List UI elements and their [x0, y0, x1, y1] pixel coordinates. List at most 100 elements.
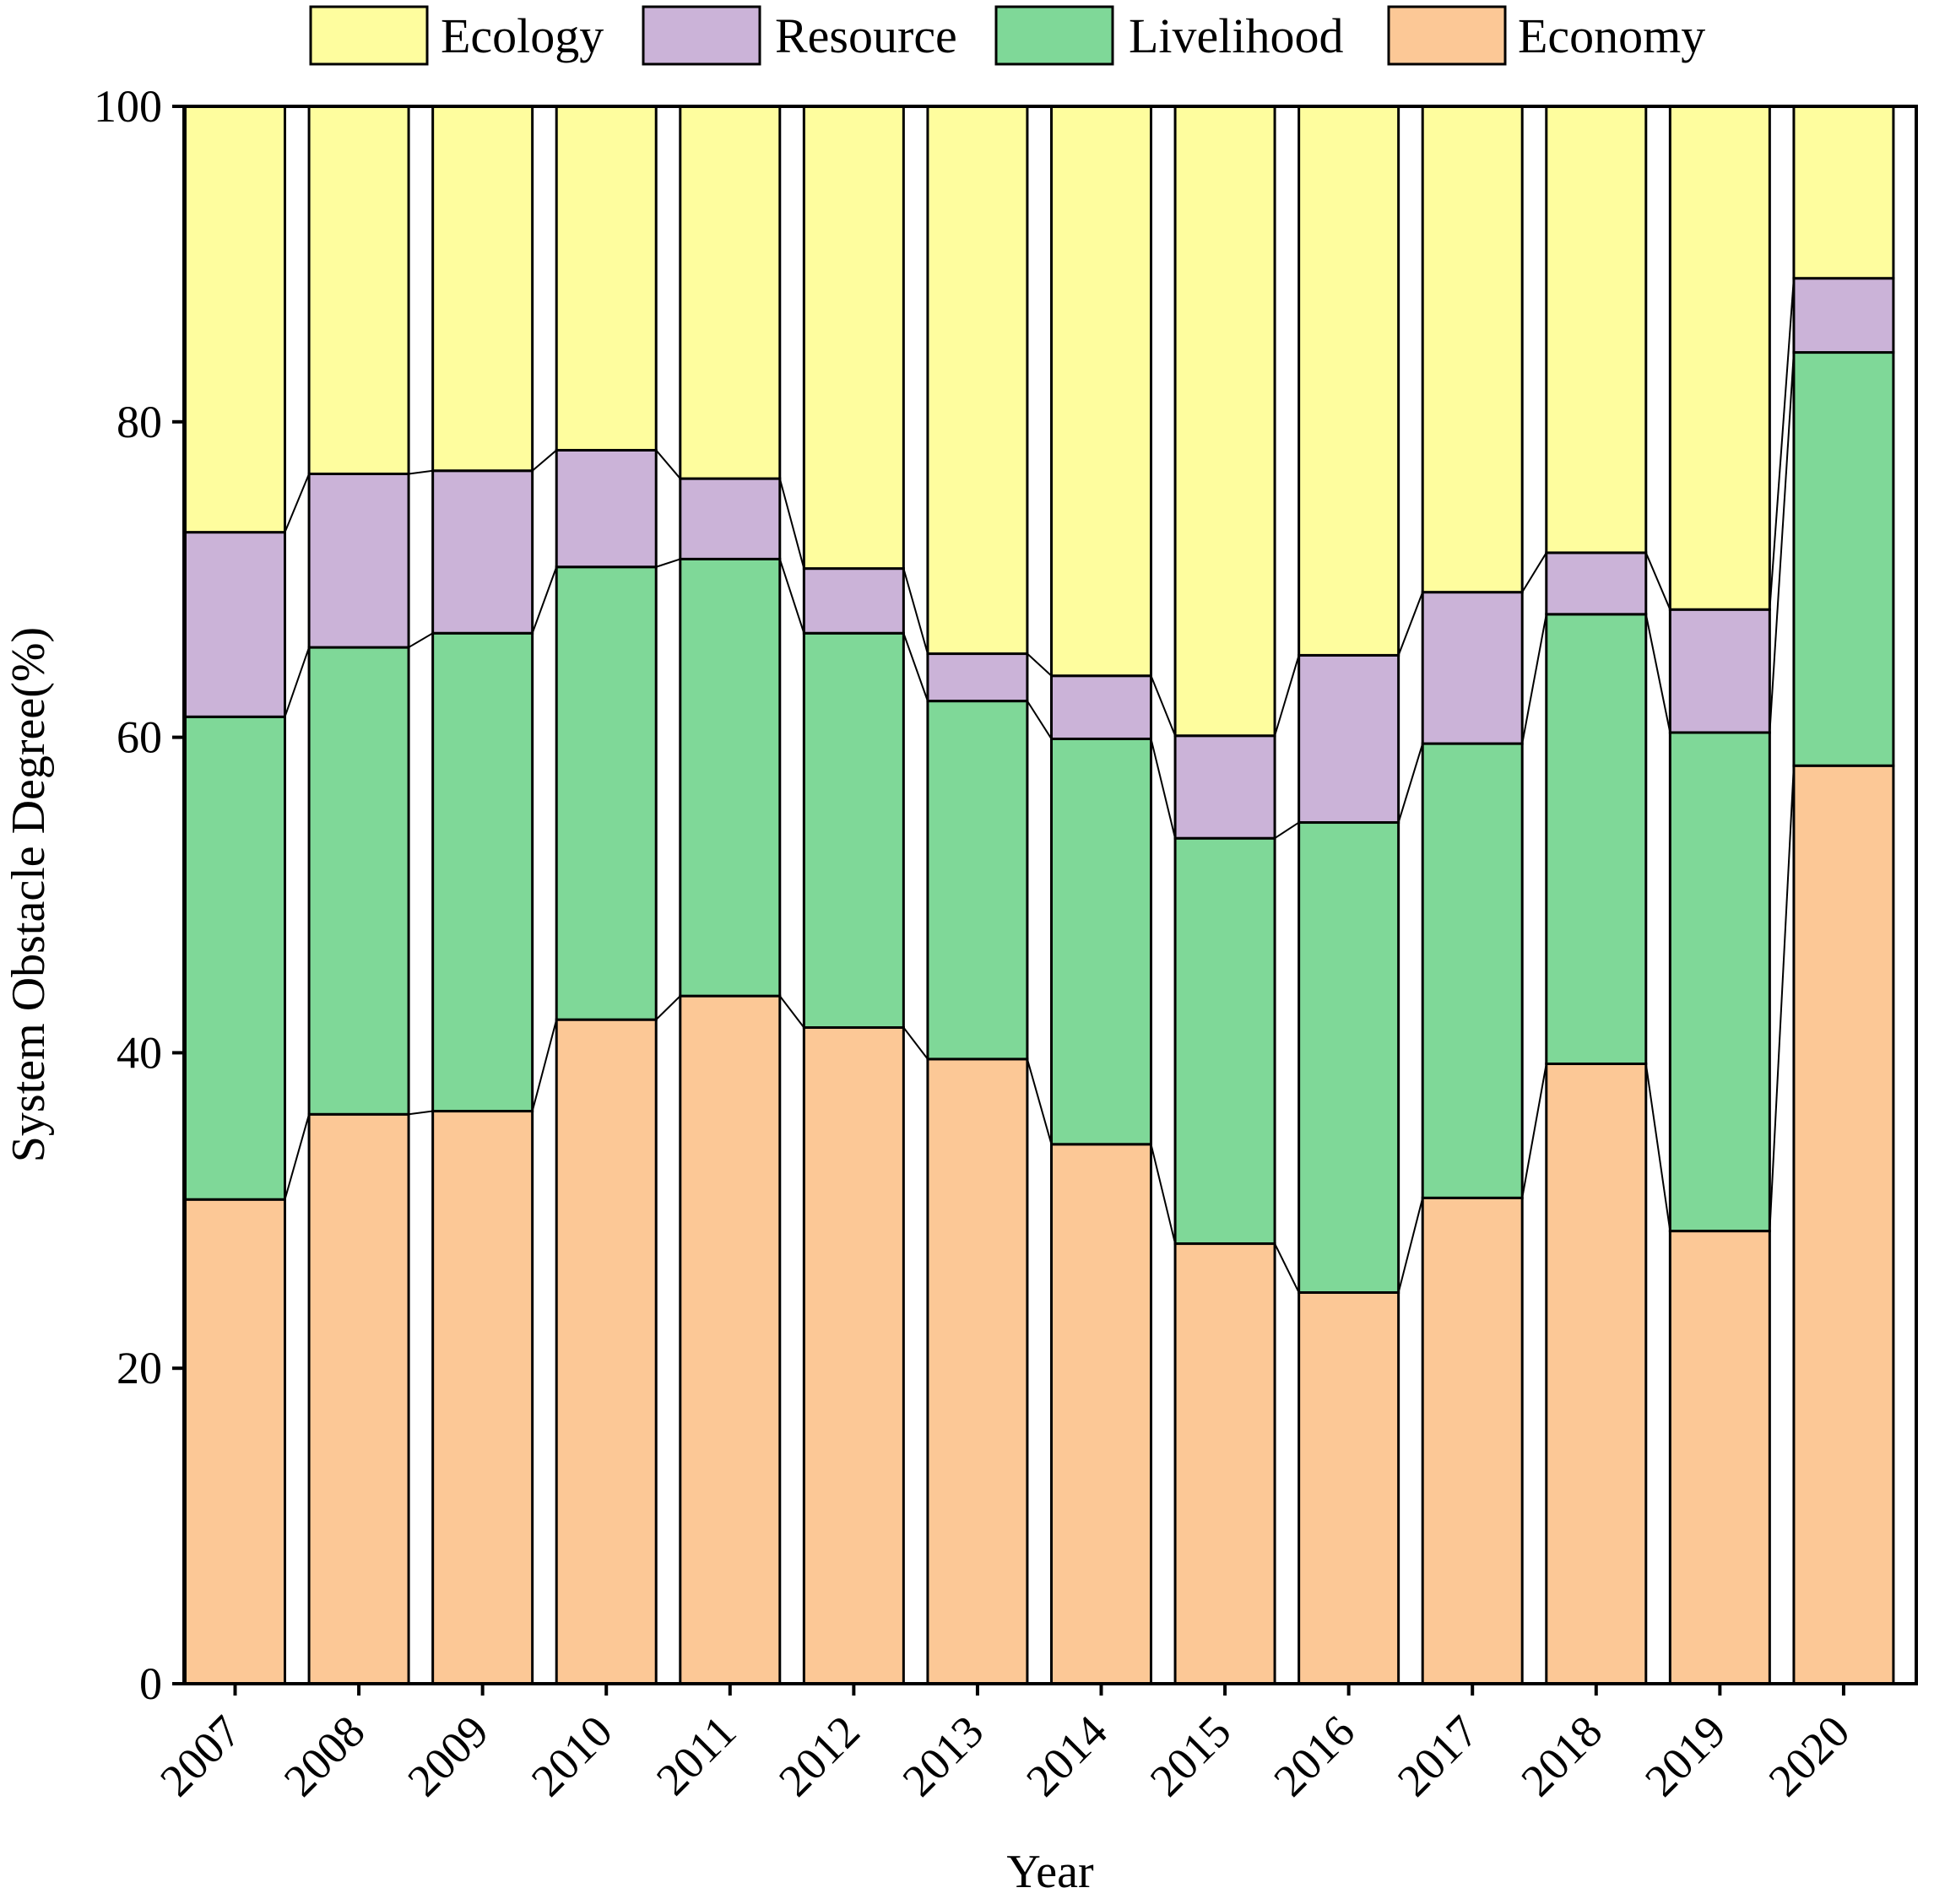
bar-ecology-2013 [926, 105, 1029, 656]
bar-ecology-2017 [1421, 105, 1524, 594]
y-tick-label-80: 80 [116, 397, 162, 447]
connector-livelihood-2013-2014 [1027, 700, 1053, 740]
y-tick-label-60: 60 [116, 712, 162, 763]
connector-livelihood-2012-2013 [902, 632, 929, 701]
bar-resource-2007 [184, 531, 286, 718]
bar-economy-2011 [679, 994, 782, 1685]
bar-economy-2014 [1050, 1143, 1152, 1685]
connector-resource-2007-2008 [284, 473, 310, 533]
bar-livelihood-2007 [184, 715, 286, 1201]
legend: Ecology Resource Livelihood Economy [309, 5, 1705, 66]
connector-economy-2010-2011 [655, 995, 681, 1020]
plot-frame [182, 105, 1918, 1685]
bar-economy-2020 [1792, 764, 1895, 1685]
connector-economy-2017-2018 [1521, 1063, 1547, 1198]
bar-resource-2019 [1668, 608, 1771, 734]
legend-swatch-economy [1387, 5, 1507, 66]
bar-resource-2009 [431, 469, 534, 635]
connector-livelihood-2010-2011 [655, 558, 681, 568]
x-axis-title: Year [1006, 1846, 1094, 1898]
connector-livelihood-2011-2012 [778, 559, 805, 634]
y-tick-label-0: 0 [139, 1658, 162, 1709]
bar-ecology-2010 [555, 105, 658, 452]
connector-livelihood-2019-2020 [1769, 352, 1795, 733]
bar-economy-2010 [555, 1018, 658, 1685]
bar-ecology-2019 [1668, 105, 1771, 611]
bar-livelihood-2010 [555, 565, 658, 1021]
connector-resource-2010-2011 [655, 449, 681, 479]
legend-label-livelihood: Livelihood [1129, 8, 1344, 63]
bar-livelihood-2020 [1792, 351, 1895, 767]
bar-economy-2019 [1668, 1230, 1771, 1685]
y-tick-label-40: 40 [116, 1027, 162, 1078]
bar-economy-2008 [307, 1112, 410, 1685]
y-tick-label-100: 100 [94, 81, 162, 132]
bar-ecology-2015 [1173, 105, 1276, 738]
connector-livelihood-2007-2008 [284, 646, 311, 717]
bar-economy-2017 [1421, 1196, 1524, 1685]
bar-livelihood-2019 [1668, 731, 1771, 1233]
bar-ecology-2016 [1297, 105, 1400, 657]
bar-resource-2016 [1297, 653, 1400, 825]
bar-livelihood-2013 [926, 700, 1029, 1061]
connector-resource-2009-2010 [531, 449, 557, 472]
bar-resource-2012 [802, 567, 905, 635]
connector-livelihood-2015-2016 [1274, 821, 1300, 840]
bar-resource-2008 [307, 472, 410, 649]
connector-livelihood-2016-2017 [1397, 743, 1424, 823]
connector-economy-2015-2016 [1274, 1243, 1300, 1293]
bar-ecology-2008 [307, 105, 410, 475]
connector-resource-2018-2019 [1644, 552, 1671, 610]
connector-resource-2011-2012 [778, 478, 805, 569]
bar-livelihood-2015 [1173, 836, 1276, 1246]
legend-label-resource: Resource [775, 8, 957, 63]
bars-layer [184, 105, 1895, 1685]
connector-resource-2012-2013 [902, 568, 929, 654]
connector-economy-2016-2017 [1397, 1198, 1424, 1293]
bar-resource-2013 [926, 652, 1029, 703]
bar-economy-2016 [1297, 1290, 1400, 1685]
connector-economy-2014-2015 [1150, 1144, 1177, 1244]
legend-label-economy: Economy [1518, 8, 1705, 63]
bar-resource-2014 [1050, 674, 1152, 740]
bar-livelihood-2016 [1297, 821, 1400, 1294]
legend-swatch-livelihood [994, 5, 1114, 66]
legend-swatch-resource [642, 5, 761, 66]
bar-resource-2017 [1421, 591, 1524, 745]
bar-resource-2015 [1173, 734, 1276, 840]
connector-economy-2008-2009 [408, 1110, 433, 1116]
bar-resource-2020 [1792, 277, 1895, 354]
y-axis: 0 20 40 60 80 100 [94, 81, 184, 1709]
connector-economy-2013-2014 [1026, 1058, 1053, 1145]
connector-lines-layer [284, 278, 1795, 1293]
bar-resource-2010 [555, 448, 658, 569]
connector-resource-2017-2018 [1521, 552, 1547, 593]
bar-ecology-2018 [1545, 105, 1648, 554]
connector-resource-2008-2009 [408, 469, 433, 475]
bar-ecology-2014 [1050, 105, 1152, 678]
bar-livelihood-2011 [679, 557, 782, 998]
connector-resource-2015-2016 [1274, 655, 1300, 737]
legend-swatch-ecology [309, 5, 429, 66]
connector-resource-2016-2017 [1397, 592, 1424, 656]
bar-economy-2013 [926, 1057, 1029, 1685]
y-axis-title: System Obstacle Degree(%) [3, 627, 55, 1162]
bar-livelihood-2012 [802, 631, 905, 1029]
connector-resource-2013-2014 [1027, 652, 1053, 677]
bar-resource-2011 [679, 477, 782, 560]
bar-livelihood-2014 [1050, 737, 1152, 1146]
bar-ecology-2020 [1792, 105, 1895, 280]
bar-ecology-2012 [802, 105, 905, 571]
legend-label-ecology: Ecology [441, 8, 604, 63]
connector-economy-2011-2012 [778, 995, 805, 1029]
connector-economy-2019-2020 [1769, 765, 1795, 1231]
connector-resource-2019-2020 [1769, 278, 1795, 610]
bar-livelihood-2018 [1545, 613, 1648, 1065]
connector-economy-2009-2010 [531, 1019, 558, 1112]
connector-livelihood-2017-2018 [1521, 614, 1547, 744]
connector-economy-2007-2008 [284, 1114, 311, 1200]
y-tick-label-20: 20 [116, 1343, 162, 1393]
connector-livelihood-2008-2009 [408, 632, 434, 648]
connector-livelihood-2009-2010 [531, 566, 558, 634]
